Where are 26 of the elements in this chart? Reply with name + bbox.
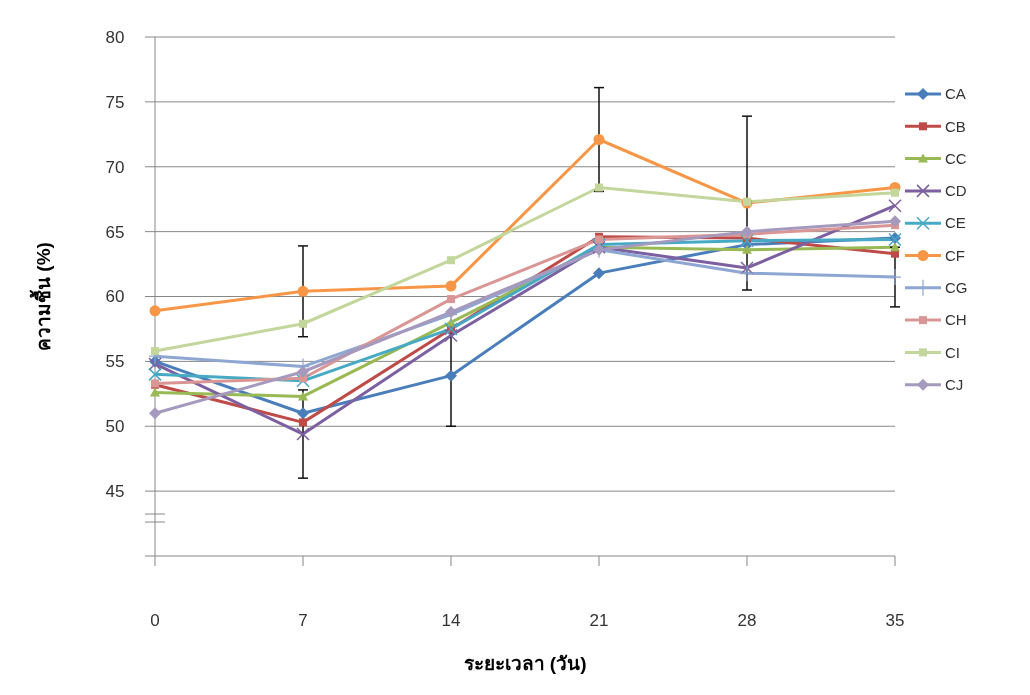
x-tick-label: 14 [441,611,461,630]
legend-label: CG [945,279,968,297]
x-tick-label: 7 [298,611,308,630]
y-tick-label: 75 [105,92,125,112]
y-tick-label: 65 [105,222,125,242]
x-tick-label: 35 [885,611,905,630]
y-tick-label: 45 [105,482,125,502]
legend-label: CB [945,117,966,135]
legend-label: CE [945,214,966,232]
y-tick-label: 70 [105,157,125,177]
y-axis-title: ความชื้น (%) [29,242,54,351]
legend-label: CH [945,311,967,329]
x-tick-label: 21 [589,611,609,630]
y-tick-label: 50 [105,417,125,437]
x-tick-label: 28 [737,611,757,630]
y-tick-label: 60 [105,287,125,307]
legend-label: CC [945,149,967,167]
legend-label: CI [945,343,960,361]
x-axis-title: ระยะเวลา (วัน) [463,653,587,674]
legend-label: CJ [945,375,964,393]
y-tick-label: 80 [105,27,125,47]
x-tick-label: 0 [150,611,160,630]
legend-label: CF [945,246,965,264]
legend-label: CA [945,85,966,103]
legend-label: CD [945,182,967,200]
y-tick-label: 55 [105,352,125,372]
